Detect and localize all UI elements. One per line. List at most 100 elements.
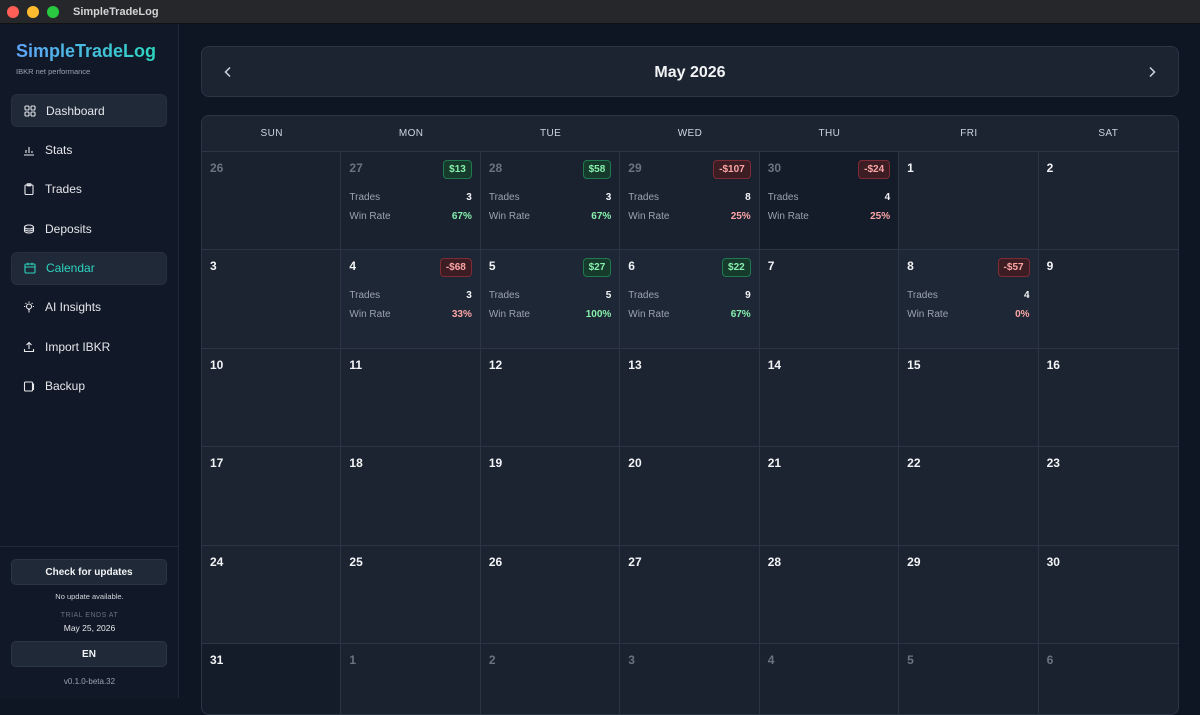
calendar-day-cell[interactable]: 6 $22 Trades 9 Win Rate 67% [620,250,760,349]
win-rate-value: 100% [585,309,612,321]
calendar-day-cell[interactable]: 24 [202,545,342,644]
calendar-day-cell[interactable]: 4 [759,643,900,714]
sidebar-item-trades[interactable]: Trades [11,173,167,206]
win-rate-value: 67% [451,211,472,222]
win-rate-value: 0% [1015,309,1030,321]
sidebar-item-dashboard[interactable]: Dashboard [11,94,167,127]
calendar-day-cell[interactable]: 29 -$107 Trades 8 Win Rate 25% [620,152,760,251]
sidebar-item-label: AI Insights [45,300,102,315]
calendar-day-cell[interactable]: 9 [1038,250,1178,349]
weekday-label: SUN [260,128,283,139]
backup-icon [23,380,35,392]
day-number: 2 [488,652,496,667]
previous-month-button[interactable] [218,62,238,82]
calendar-day-cell[interactable]: 8 -$57 Trades 4 Win Rate 0% [899,250,1039,349]
calendar-day-cell[interactable]: 25 [341,545,481,644]
window-title: SimpleTradeLog [73,5,159,18]
calendar-day-cell[interactable]: 15 [899,348,1039,448]
calendar-day-cell[interactable]: 10 [202,348,342,448]
day-number: 4 [349,259,357,274]
win-rate-label: Win Rate [907,309,949,321]
trades-label: Trades [349,290,381,302]
calendar-day-cell[interactable]: 30 [1038,545,1178,644]
calendar-day-cell[interactable]: 19 [480,447,621,546]
win-rate-label: Win Rate [628,211,670,222]
zoom-window-button[interactable] [47,5,59,18]
close-window-button[interactable] [7,5,19,18]
check-updates-button[interactable]: Check for updates [11,559,167,585]
day-number: 5 [488,259,496,274]
win-rate-row: Win Rate 25% [768,211,890,222]
trades-row: Trades 4 [768,192,890,203]
trades-label: Trades [488,192,520,203]
calendar-day-cell[interactable]: 3 [620,643,760,714]
app-version: v0.1.0-beta.32 [63,677,116,686]
weekday-label: THU [818,128,841,139]
language-button[interactable]: EN [11,641,167,667]
calendar-day-cell[interactable]: 28 [759,545,900,644]
calendar-day-cell[interactable]: 18 [341,447,481,546]
day-number: 5 [907,652,914,667]
calendar-day-cell[interactable]: 5 $27 Trades 5 Win Rate 100% [480,250,621,349]
calendar-day-cell[interactable]: 6 [1038,643,1178,714]
next-month-button[interactable] [1142,62,1162,82]
calendar-day-cell[interactable]: 12 [480,348,621,448]
calendar-day-cell[interactable]: 26 [202,152,342,251]
calendar-day-cell[interactable]: 11 [341,348,481,448]
trial-date: May 25, 2026 [63,623,116,633]
calendar-day-cell[interactable]: 16 [1038,348,1178,448]
sidebar-item-deposits[interactable]: Deposits [11,212,167,245]
trades-label: Trades [907,290,938,302]
calendar-day-cell[interactable]: 27 [620,545,760,644]
trades-count: 3 [466,290,472,302]
bar-chart-icon [23,144,35,156]
day-number: 26 [488,554,503,569]
calendar-day-cell[interactable]: 21 [759,447,900,546]
day-number: 11 [349,357,363,372]
calendar-day-cell[interactable]: 13 [620,348,760,448]
calendar-day-cell[interactable]: 5 [899,643,1039,714]
calendar-day-cell[interactable]: 2 [480,643,621,714]
win-rate-label: Win Rate [488,211,530,222]
day-number: 26 [210,161,224,175]
calendar-day-cell[interactable]: 2 [1038,152,1178,251]
sidebar-item-import-ibkr[interactable]: Import IBKR [11,330,167,363]
sidebar-item-label: Stats [45,142,73,157]
day-number: 24 [210,554,224,569]
trades-label: Trades [628,192,660,203]
minimize-window-button[interactable] [27,5,39,18]
win-rate-row: Win Rate 100% [489,309,611,320]
calendar-day-cell[interactable]: 4 -$68 Trades 3 Win Rate 33% [341,250,481,349]
weekday-label: SAT [1098,128,1119,139]
calendar-day-cell[interactable]: 1 [341,643,481,714]
calendar-day-cell[interactable]: 28 $58 Trades 3 Win Rate 67% [480,152,621,251]
day-number: 1 [907,161,914,175]
sidebar-item-stats[interactable]: Stats [11,133,167,166]
calendar-day-cell[interactable]: 14 [759,348,900,448]
pnl-badge: $13 [443,160,472,179]
sidebar-item-calendar[interactable]: Calendar [11,251,167,285]
month-header: May 2026 [201,46,1179,97]
day-number: 10 [210,357,224,372]
calendar-day-cell[interactable]: 26 [480,545,621,644]
day-number: 4 [767,652,775,667]
calendar-day-cell[interactable]: 31 [202,643,342,714]
calendar-day-cell[interactable]: 7 [759,250,900,349]
calendar-day-cell[interactable]: 30 -$24 Trades 4 Win Rate 25% [759,152,900,251]
calendar-day-cell[interactable]: 29 [899,545,1039,644]
day-number: 23 [1046,456,1060,471]
calendar-day-cell[interactable]: 27 $13 Trades 3 Win Rate 67% [341,152,481,251]
sidebar-item-backup[interactable]: Backup [11,370,167,403]
calendar-grid: SUN MON TUE WED THU FRI SAT 26 27 $13 Trade… [201,115,1179,715]
win-rate-row: Win Rate 67% [628,309,750,320]
chevron-left-icon [224,66,231,78]
weekday-label: FRI [960,128,978,139]
calendar-day-cell[interactable]: 23 [1038,447,1178,546]
calendar-day-cell[interactable]: 22 [899,447,1039,546]
calendar-day-cell[interactable]: 17 [202,447,342,546]
calendar-day-cell[interactable]: 20 [620,447,760,546]
day-number: 27 [628,554,642,569]
calendar-day-cell[interactable]: 3 [202,250,342,349]
sidebar-item-ai-insights[interactable]: AI Insights [11,291,167,324]
calendar-day-cell[interactable]: 1 [899,152,1039,251]
